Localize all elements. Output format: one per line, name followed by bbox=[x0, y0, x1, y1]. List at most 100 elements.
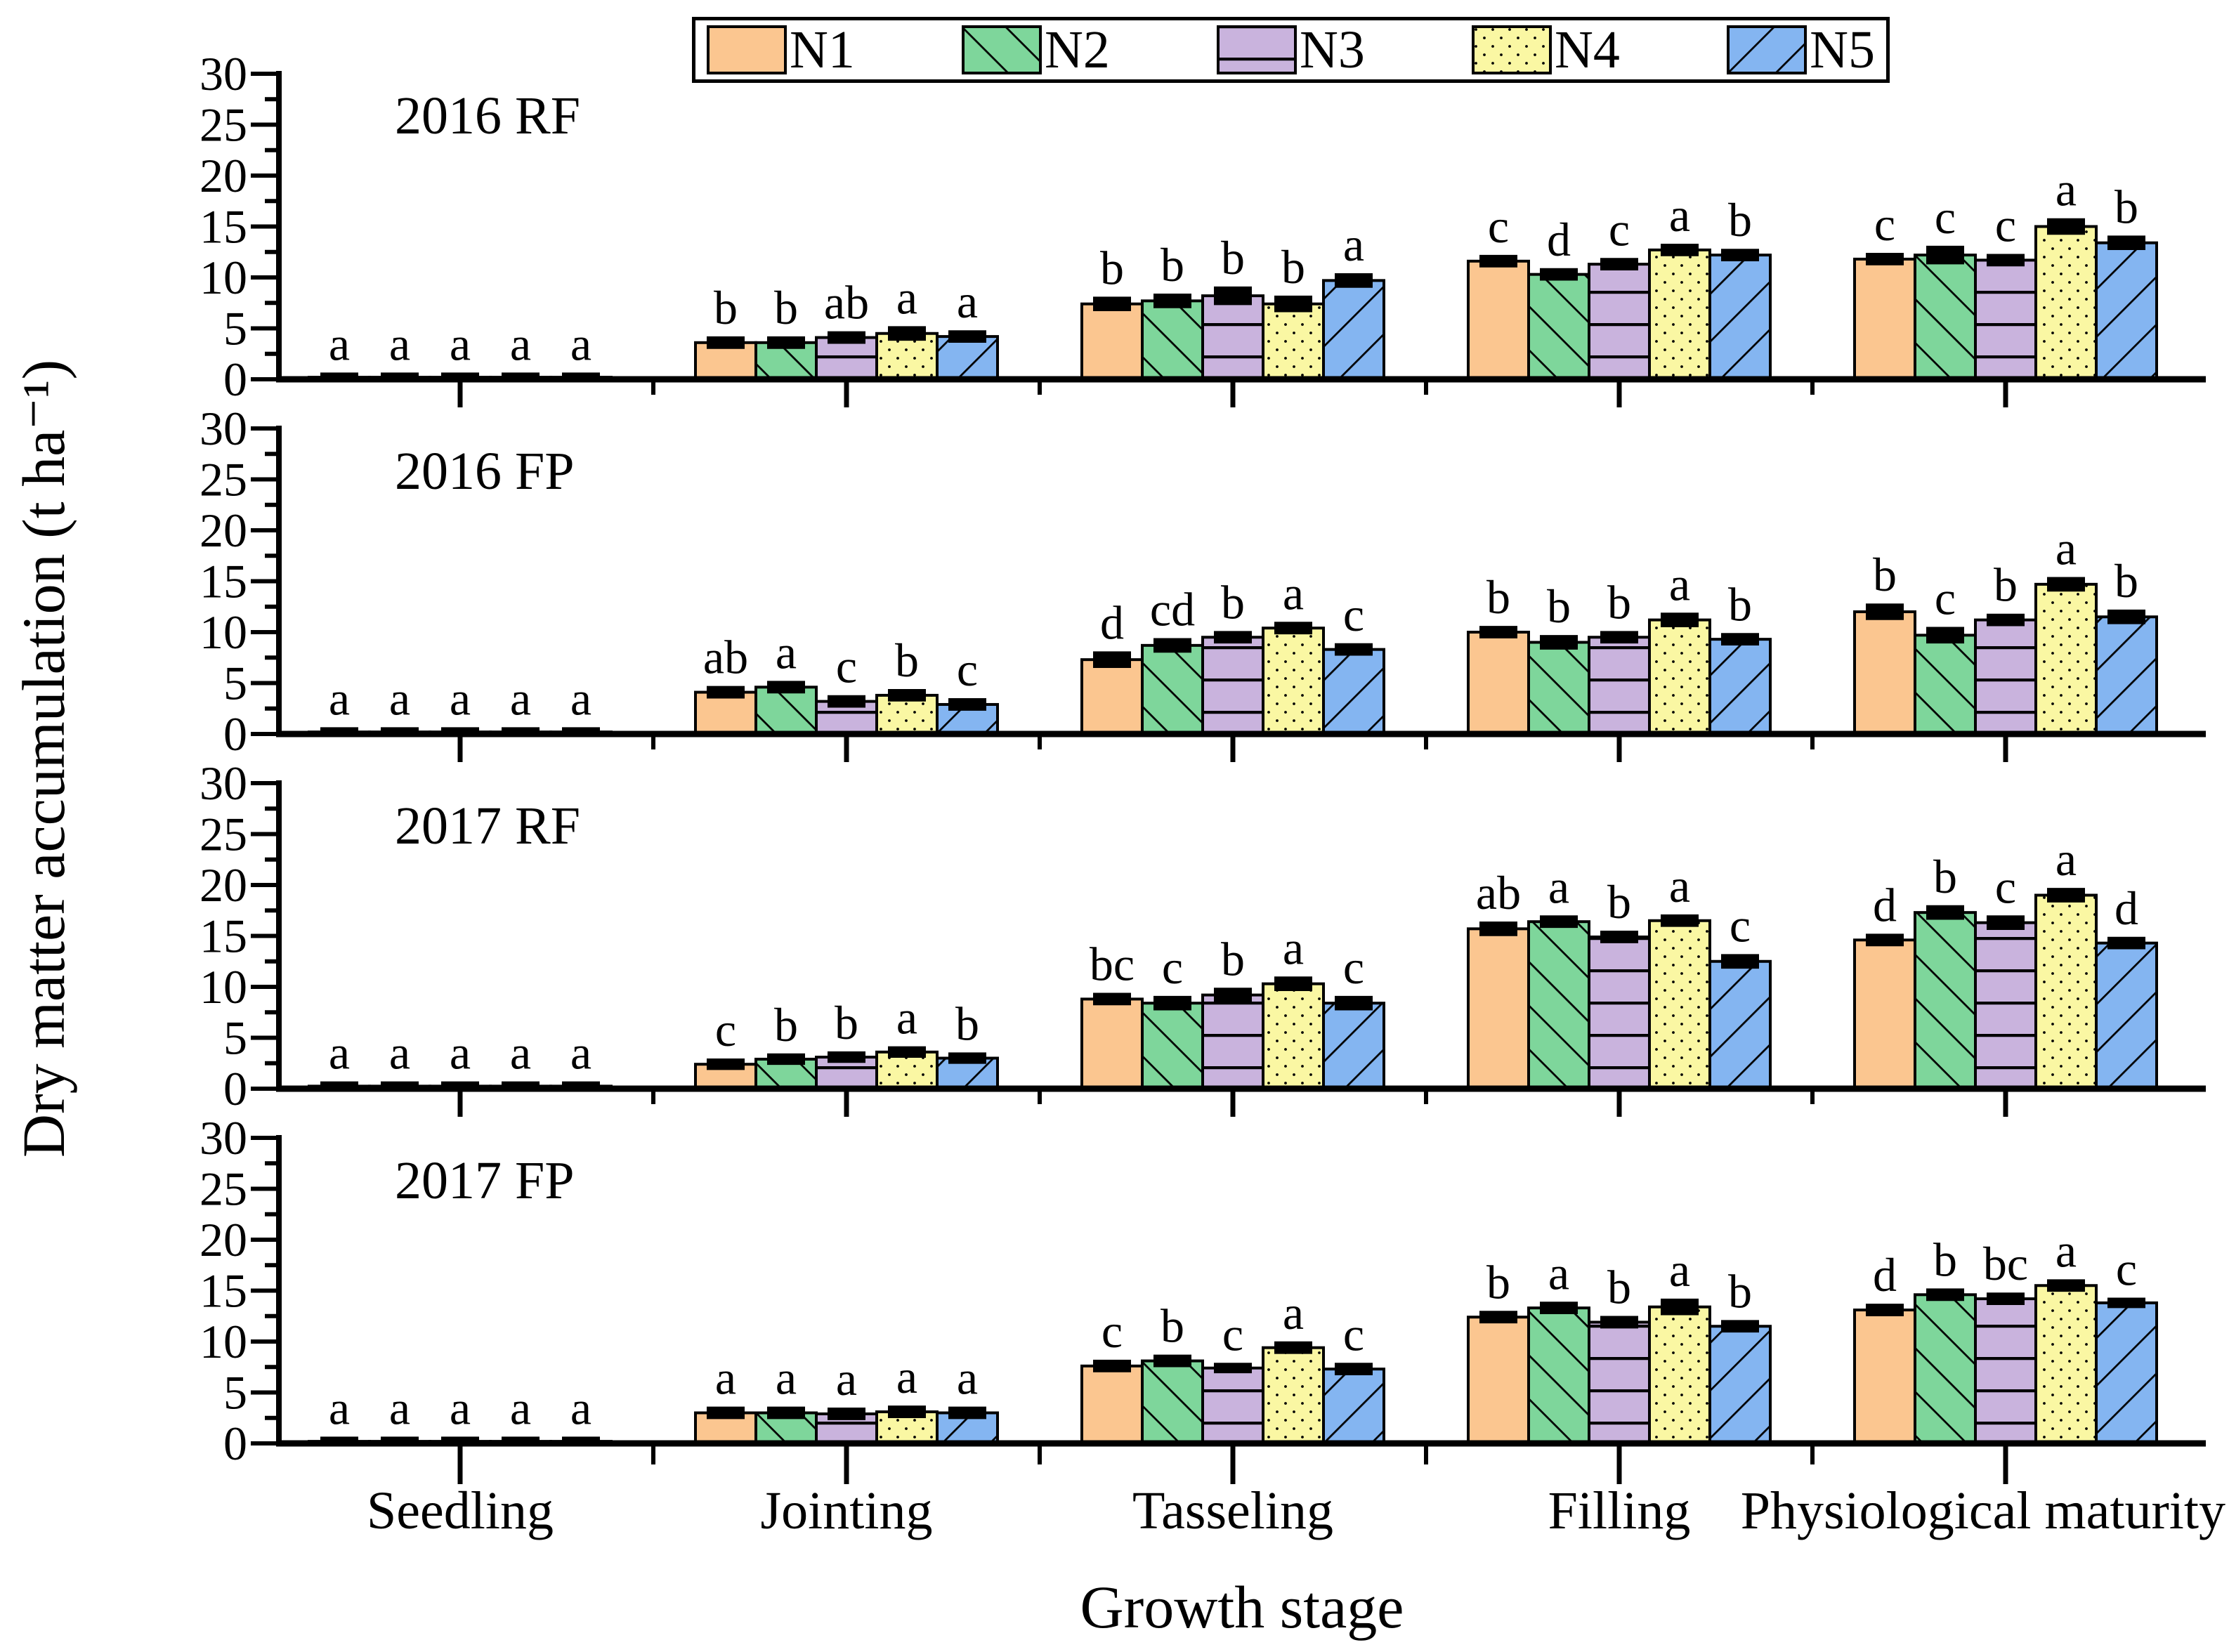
bar-hatch bbox=[1649, 620, 1710, 734]
sig-letter: a bbox=[570, 671, 591, 725]
bar-hatch bbox=[2036, 584, 2096, 734]
legend-swatch-n5-icon bbox=[1727, 25, 1808, 74]
bar-2016-FP-Filling-N1 bbox=[1468, 632, 1529, 734]
sig-letter: b bbox=[2114, 554, 2138, 608]
sig-letter: a bbox=[2055, 832, 2077, 886]
bar-hatch bbox=[1142, 1003, 1203, 1089]
panel-title-2017-fp: 2017 FP bbox=[395, 1151, 575, 1210]
bar-hatch bbox=[1589, 936, 1649, 1089]
sig-letter: a bbox=[329, 317, 350, 370]
sig-letter: b bbox=[1873, 548, 1897, 601]
sig-letter: d bbox=[1873, 1248, 1897, 1302]
y-tick-label: 5 bbox=[223, 1366, 247, 1420]
y-tick-label: 20 bbox=[200, 1213, 247, 1266]
bar-2017-RF-Tasseling-N1 bbox=[1082, 999, 1142, 1089]
bar-hatch bbox=[2036, 895, 2096, 1089]
sig-letter: ab bbox=[703, 631, 748, 684]
sig-letter: b bbox=[1221, 932, 1245, 985]
sig-letter: c bbox=[1609, 202, 1630, 256]
sig-letter: b bbox=[1728, 1264, 1752, 1318]
sig-letter: c bbox=[1730, 898, 1751, 952]
sig-letter: bc bbox=[1090, 938, 1135, 991]
bar-2017-FP-Filling-N1 bbox=[1468, 1317, 1529, 1443]
bar-hatch bbox=[1263, 983, 1323, 1089]
sig-letter: c bbox=[1102, 1304, 1123, 1358]
sig-letter: a bbox=[896, 991, 917, 1044]
bar-2016-FP-Jointing-N1 bbox=[695, 692, 756, 734]
bar-hatch bbox=[2036, 1285, 2096, 1443]
sig-letter: a bbox=[1669, 557, 1690, 610]
sig-letter: a bbox=[957, 275, 978, 328]
x-tick-label-jointing: Jointing bbox=[760, 1481, 933, 1540]
y-tick-label: 0 bbox=[223, 1062, 247, 1115]
bar-hatch bbox=[1529, 1308, 1589, 1443]
bar-2017-FP-Tasseling-N1 bbox=[1082, 1365, 1142, 1443]
sig-letter: b bbox=[1547, 579, 1571, 633]
bar-hatch bbox=[1203, 995, 1263, 1089]
y-tick-label: 0 bbox=[223, 1417, 247, 1470]
bar-hatch bbox=[937, 336, 998, 379]
bar-hatch bbox=[2036, 226, 2096, 379]
y-tick-label: 20 bbox=[200, 504, 247, 557]
bar-hatch bbox=[1915, 635, 1975, 734]
sig-letter: a bbox=[570, 1381, 591, 1434]
y-tick-label: 25 bbox=[200, 808, 247, 861]
sig-letter: c bbox=[1222, 1307, 1243, 1361]
sig-letter: b bbox=[955, 997, 979, 1050]
bar-2017-RF-Physiological-maturity-N1 bbox=[1855, 940, 1915, 1089]
y-tick-label: 15 bbox=[200, 555, 247, 608]
sig-letter: a bbox=[389, 1026, 410, 1080]
sig-letter: c bbox=[1488, 199, 1509, 253]
sig-letter: d bbox=[1547, 213, 1571, 266]
bar-hatch bbox=[877, 695, 937, 734]
bar-hatch bbox=[1710, 1326, 1770, 1443]
bar-2016-FP-Tasseling-N1 bbox=[1082, 660, 1142, 734]
sig-letter: a bbox=[776, 1351, 797, 1405]
legend-label-n5: N5 bbox=[1810, 20, 1875, 79]
y-tick-label: 20 bbox=[200, 149, 247, 202]
y-tick-label: 30 bbox=[200, 1111, 247, 1165]
sig-letter: b bbox=[1933, 850, 1957, 903]
bar-2017-FP-Physiological-maturity-N1 bbox=[1855, 1310, 1915, 1443]
sig-letter: a bbox=[450, 317, 471, 370]
sig-letter: b bbox=[774, 281, 798, 334]
sig-letter: a bbox=[510, 671, 531, 725]
bar-hatch bbox=[1589, 637, 1649, 734]
sig-letter: b bbox=[1281, 240, 1305, 294]
bar-hatch bbox=[1142, 645, 1203, 734]
sig-letter: a bbox=[1283, 566, 1304, 620]
bar-hatch bbox=[1323, 649, 1384, 734]
sig-letter: c bbox=[2116, 1242, 2137, 1295]
sig-letter: c bbox=[1995, 198, 2016, 251]
sig-letter: b bbox=[1486, 570, 1510, 624]
bar-hatch bbox=[1323, 280, 1384, 379]
y-tick-label: 30 bbox=[200, 47, 247, 100]
x-tick-label-seedling: Seedling bbox=[367, 1481, 554, 1540]
legend-swatch-n2-icon bbox=[962, 25, 1042, 74]
bar-hatch bbox=[2096, 943, 2157, 1089]
bar-hatch bbox=[1263, 628, 1323, 734]
legend-item-n5: N5 bbox=[1727, 20, 1875, 81]
y-tick-label: 0 bbox=[223, 353, 247, 406]
y-tick-label: 10 bbox=[200, 1315, 247, 1368]
legend-label-n3: N3 bbox=[1300, 20, 1365, 79]
bar-hatch bbox=[1203, 1368, 1263, 1443]
sig-letter: b bbox=[1607, 575, 1631, 629]
y-tick-label: 25 bbox=[200, 98, 247, 152]
bar-hatch bbox=[1203, 637, 1263, 734]
x-tick-label-tasseling: Tasseling bbox=[1132, 1481, 1333, 1540]
sig-letter: bc bbox=[1983, 1237, 2028, 1290]
bar-hatch bbox=[1975, 922, 2036, 1089]
y-tick-label: 10 bbox=[200, 960, 247, 1014]
sig-letter: a bbox=[510, 1026, 531, 1080]
sig-letter: a bbox=[389, 1381, 410, 1434]
sig-letter: b bbox=[1728, 193, 1752, 247]
sig-letter: a bbox=[896, 1350, 917, 1403]
sig-letter: b bbox=[1161, 1299, 1184, 1353]
sig-letter: a bbox=[1669, 1243, 1690, 1297]
legend-swatch-n4-icon bbox=[1472, 25, 1553, 74]
bar-hatch bbox=[816, 337, 877, 379]
bar-hatch bbox=[1203, 296, 1263, 379]
sig-letter: a bbox=[2055, 1224, 2077, 1277]
sig-letter: a bbox=[957, 1351, 978, 1405]
